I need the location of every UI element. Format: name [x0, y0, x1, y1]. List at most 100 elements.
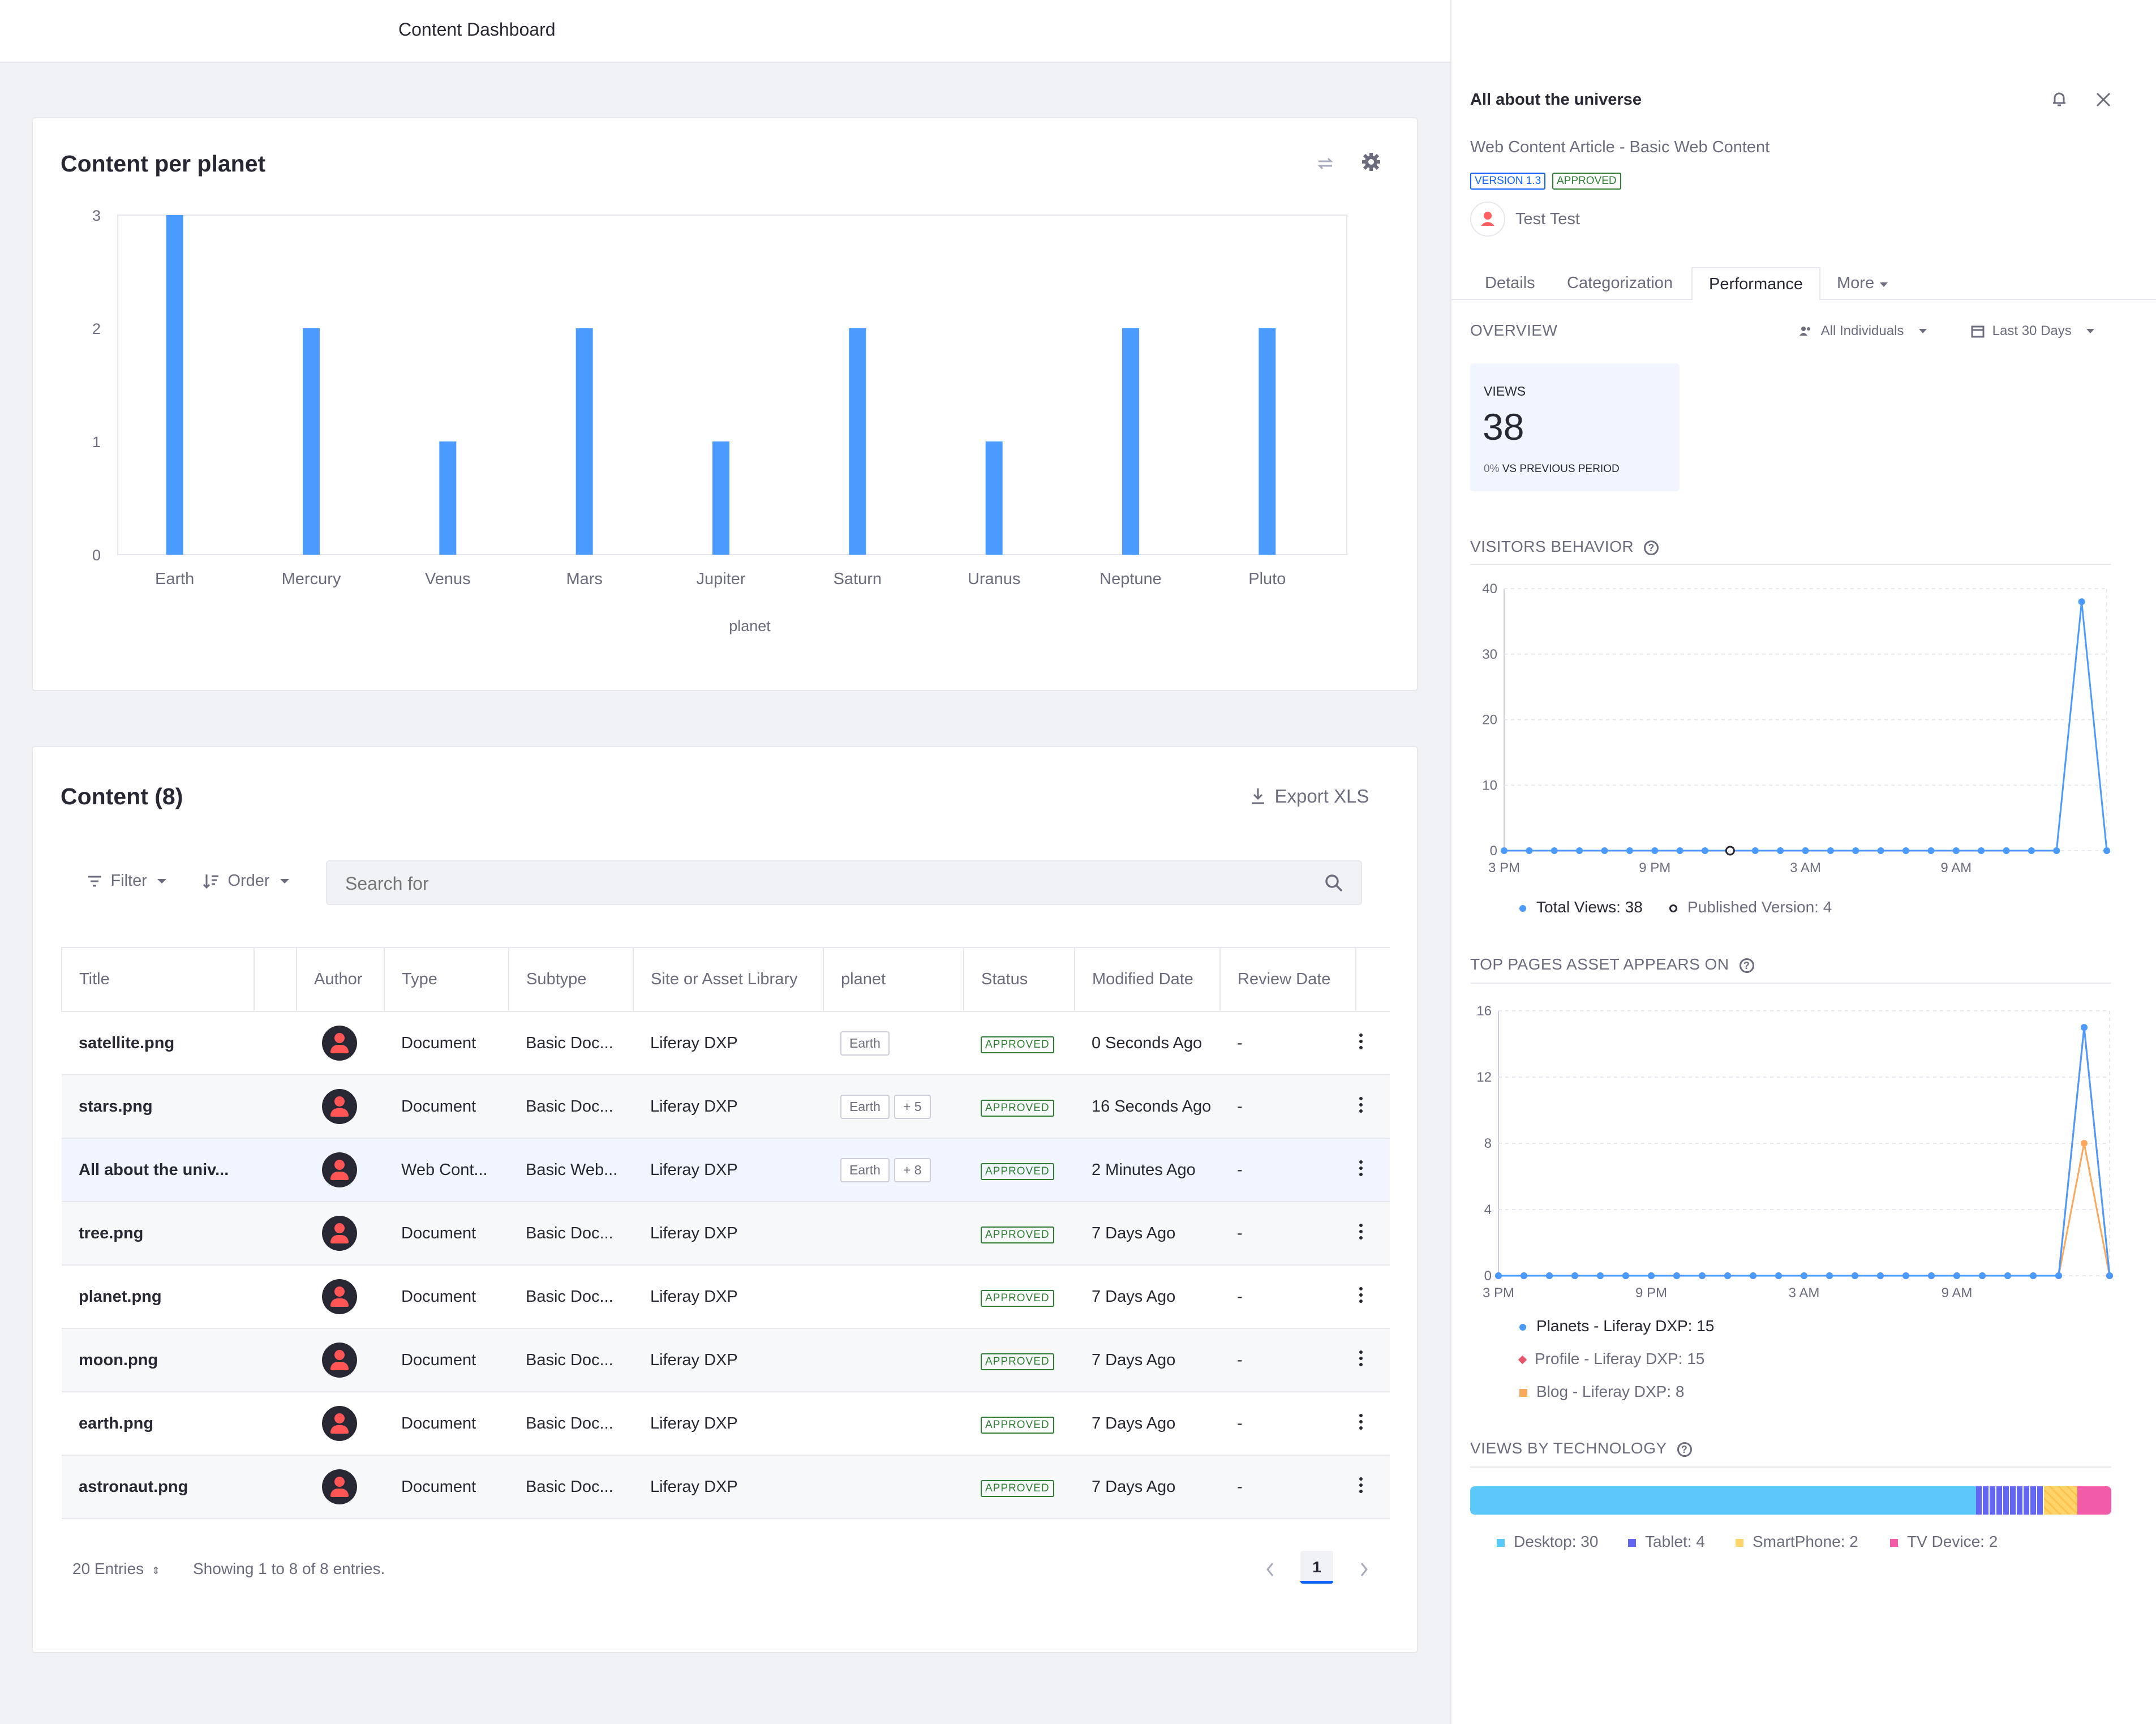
author-avatar[interactable] — [322, 1152, 357, 1187]
table-row[interactable]: satellite.png Document Basic Doc... Liferay… — [62, 1011, 1390, 1075]
entries-per-page-dropdown[interactable]: 20 Entries ⇕ — [72, 1560, 160, 1578]
data-point — [1699, 1272, 1706, 1279]
bar-earth — [166, 215, 183, 555]
filter-dropdown[interactable]: Filter — [87, 872, 168, 890]
author-avatar[interactable] — [322, 1026, 357, 1061]
cell-modified-date: 7 Days Ago — [1075, 1328, 1220, 1392]
table-row[interactable]: planet.png Document Basic Doc... Liferay DX… — [62, 1265, 1390, 1329]
cell-type: Web Cont... — [384, 1138, 509, 1202]
data-point — [2004, 1272, 2011, 1279]
legend-published-version-label: Published Version: 4 — [1687, 898, 1832, 916]
data-point — [1724, 1272, 1731, 1279]
tab-performance[interactable]: Performance — [1691, 267, 1820, 300]
section-divider — [1470, 983, 2111, 984]
table-row[interactable]: astronaut.png Document Basic Doc... Liferay… — [62, 1455, 1390, 1519]
column-header-author[interactable]: Author — [296, 947, 384, 1012]
y-tick-label: 20 — [1482, 713, 1497, 728]
cell-planet — [823, 1455, 964, 1519]
tab-categorization[interactable]: Categorization — [1567, 274, 1673, 292]
kebab-icon[interactable] — [1359, 1350, 1364, 1369]
column-header-planet[interactable]: planet — [823, 947, 964, 1012]
cell-review-date: - — [1220, 1011, 1356, 1075]
legend-tv-device: TV Device: 2 — [1890, 1533, 1998, 1551]
cell-type: Document — [384, 1265, 509, 1329]
data-point — [1877, 847, 1884, 854]
x-tick-label: Venus — [425, 570, 471, 588]
column-header-title[interactable]: Title — [61, 947, 254, 1012]
close-icon[interactable] — [2094, 91, 2112, 109]
help-icon[interactable]: ? — [1739, 958, 1754, 973]
views-label: VIEWS — [1484, 384, 1526, 398]
column-header-site[interactable]: Site or Asset Library — [633, 947, 823, 1012]
bell-icon[interactable] — [2050, 89, 2068, 109]
legend-smartphone-label: SmartPhone: 2 — [1753, 1533, 1858, 1550]
author-avatar[interactable] — [322, 1406, 357, 1441]
tab-details[interactable]: Details — [1485, 274, 1535, 292]
data-point — [1676, 847, 1683, 854]
data-point — [2106, 1272, 2113, 1279]
data-point — [2028, 847, 2035, 854]
table-row[interactable]: stars.png Document Basic Doc... Liferay DXP… — [62, 1075, 1390, 1139]
search-icon[interactable] — [1324, 873, 1344, 893]
help-icon[interactable]: ? — [1644, 540, 1659, 555]
kebab-icon[interactable] — [1359, 1287, 1364, 1306]
kebab-icon[interactable] — [1359, 1224, 1364, 1242]
search-input[interactable] — [344, 872, 1297, 895]
period-filter-dropdown[interactable]: Last 30 Days — [1970, 323, 2095, 339]
content-per-planet-chart: 3 2 1 0 Earth Mercury Venus Mars Jupiter Saturn Ur… — [92, 207, 1347, 634]
individuals-filter-dropdown[interactable]: All Individuals — [1798, 323, 1928, 339]
data-point — [1576, 847, 1583, 854]
content-table: Title Author Type Subtype Site or Asset … — [61, 947, 1390, 1519]
author-avatar[interactable] — [322, 1343, 357, 1378]
y-tick-label: 1 — [92, 434, 101, 451]
cell-type: Document — [384, 1202, 509, 1266]
order-dropdown[interactable]: Order — [203, 872, 290, 890]
chevron-left-icon[interactable] — [1265, 1561, 1276, 1578]
author-avatar[interactable] — [322, 1216, 357, 1251]
table-row[interactable]: moon.png Document Basic Doc... Liferay DXP A… — [62, 1328, 1390, 1392]
sidebar-title: All about the universe — [1470, 91, 1642, 109]
cell-author — [297, 1202, 384, 1266]
y-tick-label: 2 — [92, 320, 101, 337]
column-header-review-date[interactable]: Review Date — [1219, 947, 1356, 1012]
kebab-icon[interactable] — [1359, 1160, 1364, 1179]
cell-site: Liferay DXP — [633, 1455, 823, 1519]
chevron-right-icon[interactable] — [1358, 1561, 1369, 1578]
more-tags-badge[interactable]: + 8 — [894, 1157, 931, 1182]
author-avatar[interactable] — [322, 1469, 357, 1504]
tech-segment-tablet[interactable] — [1976, 1486, 2044, 1515]
help-icon[interactable]: ? — [1677, 1442, 1692, 1457]
x-tick-label: Earth — [155, 570, 194, 588]
kebab-icon[interactable] — [1359, 1414, 1364, 1433]
tab-more[interactable]: More — [1837, 274, 1889, 293]
kebab-icon[interactable] — [1359, 1033, 1364, 1052]
top-navigation-bar: Content Dashboard — [0, 0, 1771, 63]
tech-segment-desktop[interactable] — [1470, 1486, 1977, 1515]
column-header-subtype[interactable]: Subtype — [508, 947, 633, 1012]
tech-segment-smartphone[interactable] — [2043, 1486, 2078, 1515]
export-xls-button[interactable]: Export XLS — [1249, 786, 1369, 807]
kebab-icon[interactable] — [1359, 1097, 1364, 1116]
more-tags-badge[interactable]: + 5 — [894, 1094, 931, 1119]
pagination-page-1[interactable]: 1 — [1300, 1551, 1333, 1584]
tech-segment-tv-device[interactable] — [2077, 1486, 2111, 1515]
y-tick-label: 30 — [1482, 647, 1497, 662]
cell-title: planet.png — [62, 1265, 254, 1329]
column-header-type[interactable]: Type — [384, 947, 509, 1012]
data-point — [1801, 1272, 1807, 1279]
author-avatar[interactable] — [322, 1089, 357, 1124]
table-row[interactable]: earth.png Document Basic Doc... Liferay DXP… — [62, 1392, 1390, 1456]
column-header-modified-date[interactable]: Modified Date — [1074, 947, 1220, 1012]
cell-actions — [1356, 1011, 1390, 1075]
table-row[interactable]: All about the univ... Web Cont... Basic We… — [62, 1138, 1390, 1202]
kebab-icon[interactable] — [1359, 1477, 1364, 1496]
table-row[interactable]: tree.png Document Basic Doc... Liferay DXP A… — [62, 1202, 1390, 1266]
refresh-icon[interactable] — [1316, 154, 1335, 173]
x-tick-label: 9 AM — [1942, 1285, 1973, 1301]
download-icon — [1252, 788, 1264, 804]
gear-icon[interactable] — [1361, 152, 1381, 172]
cell-site: Liferay DXP — [633, 1138, 823, 1202]
author-avatar[interactable] — [322, 1279, 357, 1314]
column-header-status[interactable]: Status — [963, 947, 1075, 1012]
cell-type: Document — [384, 1011, 509, 1075]
